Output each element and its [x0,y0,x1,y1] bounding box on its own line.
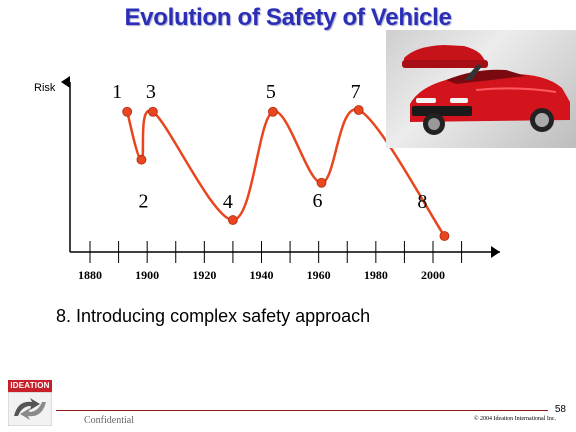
x-tick-label: 1980 [364,268,388,282]
ideation-logo: IDEATION [8,380,52,426]
copyright-text: © 2004 Ideation International Inc. [473,416,556,422]
x-tick-labels: 1880 1900 1920 1940 1960 1980 2000 [78,268,445,282]
x-tick-label: 1880 [78,268,102,282]
risk-chart: Risk 1 2 3 4 5 6 7 8 1880 1900 1920 1940 1960 1980 20… [34,76,500,282]
x-tick-label: 2000 [421,268,445,282]
car-photo [386,30,576,148]
back-car-icon [402,45,488,68]
chart-axes: Risk [34,76,500,258]
data-point-label: 7 [351,81,361,103]
data-point-marker [353,105,364,115]
data-point-marker [268,106,278,117]
series-markers [122,105,450,241]
point-labels: 1 2 3 4 5 6 7 8 [112,81,427,213]
data-point-marker [136,154,147,165]
page-number: 58 [554,404,566,415]
x-tick-label: 1920 [192,268,216,282]
data-point-label: 1 [112,81,122,103]
x-tick-marks [89,241,463,263]
data-point-label: 5 [266,81,276,103]
data-point-label: 6 [313,190,323,212]
slide-title: Evolution of Safety of Vehicle [124,4,452,31]
front-car-icon [410,64,570,135]
data-point-label: 2 [138,191,148,213]
x-tick-label: 1940 [250,268,274,282]
data-point-label: 3 [146,81,156,103]
data-point-marker [439,231,450,241]
y-axis-label: Risk [34,82,56,94]
confidential-label: Confidential [84,415,134,426]
logo-text: IDEATION [8,380,52,392]
ideation-mark-icon [8,392,52,426]
x-tick-label: 1900 [135,268,159,282]
data-point-marker [147,106,158,117]
data-point-marker [122,106,133,117]
data-point-label: 8 [417,191,427,213]
footer-divider [56,410,548,411]
data-point-label: 4 [223,191,233,213]
data-point-marker [228,215,238,225]
slide-caption: 8. Introducing complex safety approach [56,306,371,326]
x-tick-label: 1960 [307,268,331,282]
data-point-marker [316,177,327,188]
